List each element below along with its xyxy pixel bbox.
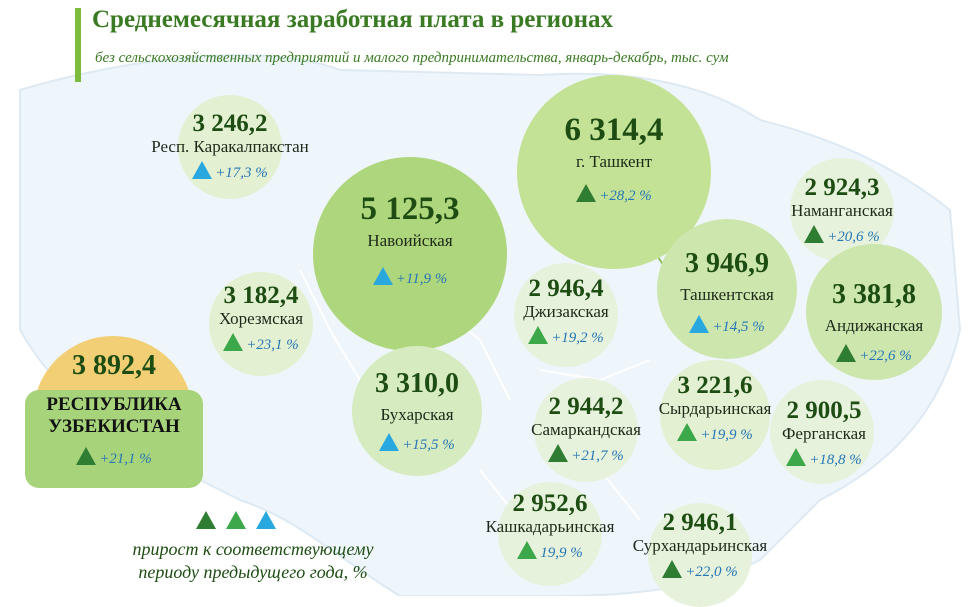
region-bukhara: 3 310,0 Бухарская +15,5 % [347, 370, 487, 454]
total-name-line1: РЕСПУБЛИКА [46, 394, 182, 415]
region-growth: +18,8 % [759, 447, 889, 469]
bubble-surkhandarya [648, 503, 752, 607]
total-value: 3 892,4 [72, 350, 156, 381]
region-growth: +17,3 % [150, 160, 310, 182]
bubble-fergana [770, 380, 874, 484]
region-value: 5 125,3 [360, 191, 460, 227]
region-name: Бухарская [380, 405, 454, 424]
triangle-up-icon [804, 224, 825, 243]
region-growth: +19,9 % [635, 422, 795, 444]
region-surkhandarya: 2 946,1 Сурхандарьинская +22,0 % [610, 510, 790, 581]
region-growth: +14,5 % [657, 314, 797, 336]
triangle-up-icon [372, 266, 393, 285]
legend-blue-triangle-icon [256, 511, 276, 529]
region-growth: +19,2 % [496, 325, 636, 347]
triangle-up-icon [517, 540, 538, 559]
region-growth: +15,5 % [347, 432, 487, 454]
triangle-up-icon [689, 314, 710, 333]
region-name: Респ. Каракалпакстан [151, 137, 309, 156]
bubble-bukhara [352, 346, 482, 476]
region-name: Сырдарьинская [658, 399, 772, 418]
chart-subtitle: без сельскохозяйственных предприятий и м… [95, 50, 729, 66]
region-value: 3 381,8 [832, 279, 916, 310]
bubble-tashkent-region [657, 219, 797, 359]
region-growth: 19,9 % [460, 540, 640, 562]
region-name: Сурхандарьинская [632, 536, 768, 555]
legend-text-line2: периоду предыдущего года, % [138, 562, 368, 583]
triangle-up-icon [379, 432, 400, 451]
chart-title: Среднемесячная заработная плата в регион… [92, 6, 613, 33]
region-name: Джизакская [523, 302, 609, 321]
region-value: 2 944,2 [548, 393, 624, 420]
region-growth: +20,6 % [772, 224, 912, 246]
region-name: Самаркандская [531, 420, 641, 439]
region-growth: +23,1 % [191, 332, 331, 354]
region-syrdarya: 3 221,6 Сырдарьинская +19,9 % [635, 373, 795, 444]
region-name: Кашкадарьинская [485, 517, 615, 536]
triangle-up-icon [662, 559, 683, 578]
region-name: Ферганская [781, 424, 866, 443]
region-value: 2 946,1 [662, 509, 738, 536]
triangle-up-icon [677, 422, 698, 441]
region-name: Навоийская [367, 231, 453, 250]
region-growth: +22,6 % [804, 343, 944, 365]
bubble-andijan [806, 244, 942, 380]
region-value: 3 221,6 [677, 372, 753, 399]
total-name-line2: УЗБЕКИСТАН [48, 416, 180, 437]
bubble-karakalpakstan [178, 95, 282, 199]
region-value: 3 182,4 [223, 282, 299, 309]
region-growth: +28,2 % [534, 183, 694, 205]
bubble-navoi [313, 157, 507, 351]
triangle-up-icon [223, 332, 244, 351]
region-andijan: 3 381,8 Андижанская +22,6 % [804, 281, 944, 365]
triangle-up-icon [576, 183, 597, 202]
bubble-syrdarya [660, 360, 770, 470]
triangle-up-icon [192, 160, 213, 179]
region-name: г. Ташкент [575, 152, 653, 171]
region-growth: +22,0 % [610, 559, 790, 581]
triangle-up-icon [786, 447, 807, 466]
region-samarkand: 2 944,2 Самаркандская +21,7 % [506, 394, 666, 465]
bubble-kashkadarya [498, 482, 602, 586]
legend-light-green-triangle-icon [226, 511, 246, 529]
region-fergana: 2 900,5 Ферганская +18,8 % [759, 398, 889, 469]
triangle-up-icon [528, 325, 549, 344]
region-kashkadarya: 2 952,6 Кашкадарьинская 19,9 % [460, 491, 640, 562]
region-value: 2 952,6 [512, 490, 588, 517]
bubble-jizzakh [514, 263, 618, 367]
region-name: Андижанская [824, 316, 924, 335]
region-navoi: 5 125,3 Навоийская +11,9 % [330, 193, 490, 288]
region-value: 6 314,4 [564, 112, 664, 148]
triangle-up-icon [76, 446, 97, 465]
legend-text: прирост к соответствующему периоду преды… [88, 538, 418, 585]
region-growth: +21,7 % [506, 443, 666, 465]
region-growth: +11,9 % [330, 266, 490, 288]
bubble-samarkand [534, 378, 638, 482]
region-tashkent-region: 3 946,9 Ташкентская +14,5 % [657, 250, 797, 336]
bubble-khorezm [209, 272, 313, 376]
total-growth: +21,1 % [25, 446, 203, 468]
region-karakalpakstan: 3 246,2 Респ. Каракалпакстан +17,3 % [150, 111, 310, 182]
region-name: Ташкентская [680, 285, 774, 304]
region-namangan: 2 924,3 Наманганская +20,6 % [772, 175, 912, 246]
legend-text-line1: прирост к соответствующему [132, 539, 374, 559]
region-value: 3 946,9 [685, 248, 769, 279]
region-value: 3 246,2 [192, 110, 268, 137]
total-box [25, 390, 203, 488]
region-value: 3 310,0 [375, 368, 459, 399]
region-value: 2 946,4 [528, 275, 604, 302]
region-value: 2 900,5 [786, 397, 862, 424]
legend-dark-green-triangle-icon [196, 511, 216, 529]
title-accent-bar [75, 8, 81, 82]
triangle-up-icon [548, 443, 569, 462]
region-jizzakh: 2 946,4 Джизакская +19,2 % [496, 276, 636, 347]
total-region: 3 892,4 РЕСПУБЛИКА УЗБЕКИСТАН +21,1 % [25, 352, 203, 468]
region-khorezm: 3 182,4 Хорезмская +23,1 % [191, 283, 331, 354]
region-name: Наманганская [791, 201, 893, 220]
region-value: 2 924,3 [804, 174, 880, 201]
region-name: Хорезмская [218, 309, 304, 328]
triangle-up-icon [836, 343, 857, 362]
region-tashkent-city: 6 314,4 г. Ташкент +28,2 % [534, 114, 694, 205]
